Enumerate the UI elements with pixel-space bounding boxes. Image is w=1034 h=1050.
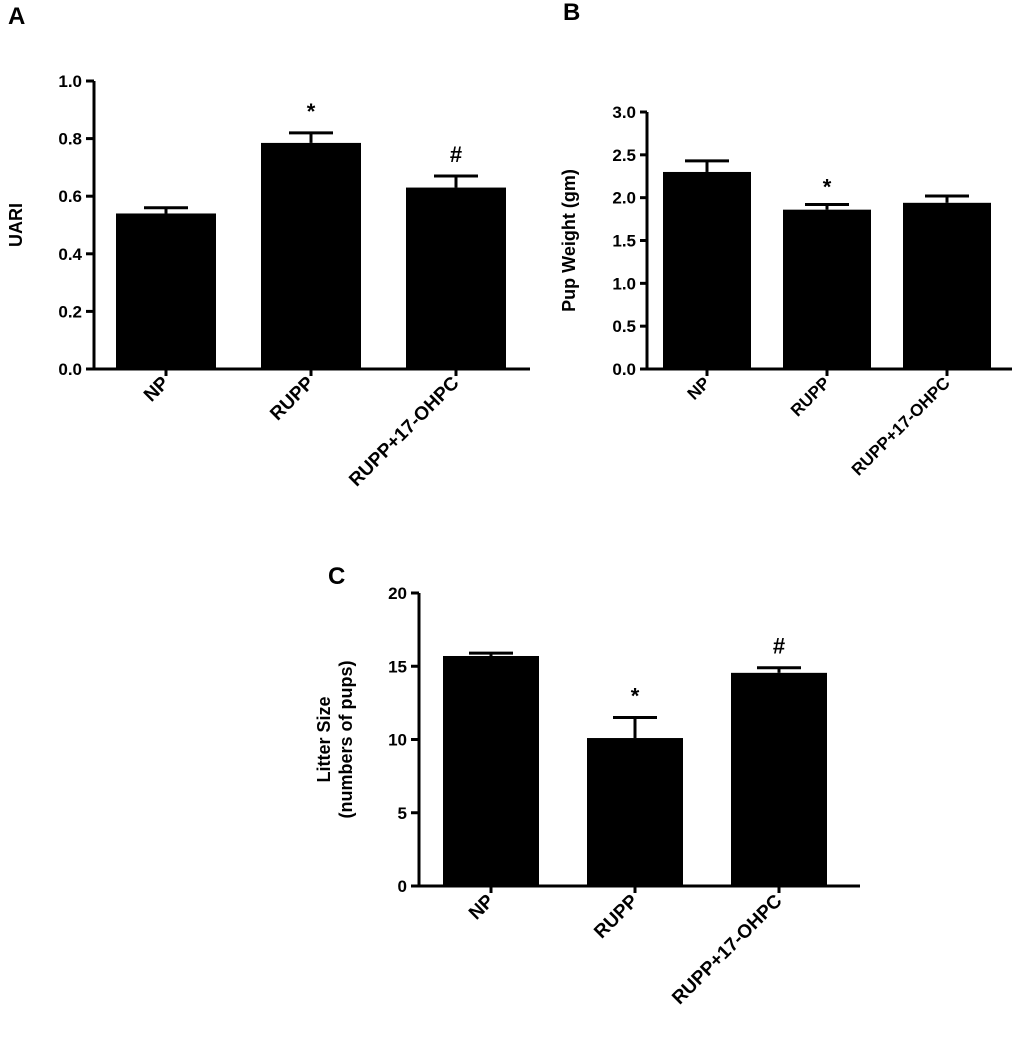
- bar: [587, 738, 683, 886]
- y-axis-label: (numbers of pups): [336, 661, 356, 819]
- y-tick-label: 0.6: [58, 187, 82, 206]
- y-tick-label: 0: [398, 877, 407, 896]
- chart-b: 0.0 0.5 1.0 1.5 2.0 2.5 3.0 Pup Weight (gm) NP * R…: [559, 103, 1012, 479]
- category-label: RUPP+17-OHPC: [668, 890, 786, 1008]
- bar: [903, 202, 991, 369]
- y-axis-label: Litter Size: [314, 696, 334, 782]
- chart-c: 0 5 10 15 20 Litter Size (numbers of pups) NP * R…: [314, 584, 860, 1009]
- category-label: NP: [140, 372, 174, 406]
- significance-label: *: [823, 175, 832, 200]
- y-axis-label: UARI: [6, 203, 26, 247]
- y-tick-label: 0.5: [612, 317, 636, 336]
- significance-label: *: [631, 684, 640, 709]
- category-label: RUPP+17-OHPC: [345, 372, 463, 490]
- bar: [783, 209, 871, 369]
- y-tick-label: 10: [388, 731, 407, 750]
- panel-letter-c: C: [328, 563, 345, 590]
- y-tick-label: 0.8: [58, 130, 82, 149]
- y-tick-label: 1.0: [612, 274, 636, 293]
- category-label: NP: [465, 890, 499, 924]
- chart-a: 0.0 0.2 0.4 0.6 0.8 1.0 UARI NP * RUPP # RUPP+17-OH…: [6, 72, 530, 491]
- y-tick-label: 0.4: [58, 245, 82, 264]
- panel-letter-b: B: [563, 0, 580, 26]
- significance-label: #: [773, 634, 785, 659]
- y-tick-label: 2.0: [612, 189, 636, 208]
- category-label: RUPP: [266, 372, 318, 424]
- y-tick-label: 20: [388, 584, 407, 603]
- significance-label: *: [307, 99, 316, 124]
- panel-letter-a: A: [8, 3, 25, 30]
- bar: [731, 672, 827, 886]
- bar: [663, 171, 751, 369]
- y-tick-label: 0.2: [58, 302, 82, 321]
- category-label: NP: [684, 373, 714, 403]
- category-label: RUPP: [787, 373, 834, 420]
- y-tick-label: 5: [398, 804, 407, 823]
- y-tick-label: 15: [388, 657, 407, 676]
- bar: [261, 142, 361, 369]
- y-tick-label: 1.0: [58, 72, 82, 91]
- y-axis-label: Pup Weight (gm): [559, 169, 579, 312]
- y-tick-label: 0.0: [612, 360, 636, 379]
- bar: [443, 655, 539, 886]
- bar: [406, 187, 506, 369]
- bar: [116, 213, 216, 369]
- y-tick-label: 3.0: [612, 103, 636, 122]
- category-label: RUPP: [590, 890, 642, 942]
- category-label: RUPP+17-OHPC: [848, 373, 954, 479]
- y-tick-label: 0.0: [58, 360, 82, 379]
- y-tick-label: 1.5: [612, 232, 636, 251]
- y-tick-label: 2.5: [612, 146, 636, 165]
- significance-label: #: [450, 142, 462, 167]
